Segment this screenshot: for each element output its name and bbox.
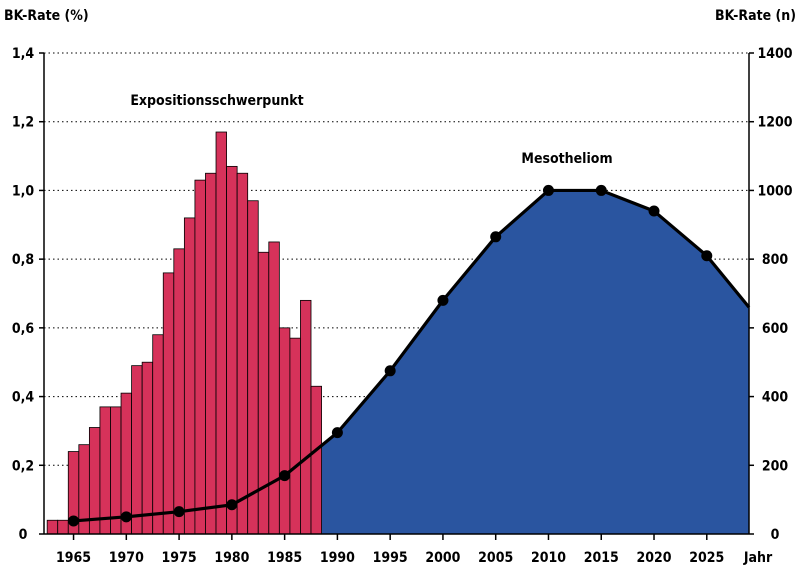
y-right-tick-label: 1400 bbox=[757, 46, 792, 62]
exposure-bar bbox=[215, 131, 227, 535]
y-right-tick-label: 200 bbox=[762, 458, 789, 474]
exposure-bar bbox=[226, 165, 238, 535]
y-right-tick-label: 400 bbox=[762, 390, 789, 406]
labels-group: BK-Rate (%) BK-Rate (n) Expositionsschwe… bbox=[4, 8, 796, 566]
x-tick-label: 1970 bbox=[109, 550, 144, 566]
y-left-tick-label: 1,4 bbox=[12, 46, 35, 62]
exposure-bar bbox=[173, 248, 185, 535]
mesotheliom-point bbox=[648, 205, 660, 217]
axes-group: 0 0,2 0,4 0,6 0,8 1,0 1,2 1,4 0 200 400 600 800 1000 1… bbox=[12, 46, 793, 566]
mesotheliom-line-group bbox=[68, 184, 751, 527]
mesotheliom-area bbox=[321, 190, 749, 534]
x-tick-label: 2000 bbox=[425, 550, 460, 566]
x-tick-label: 1990 bbox=[320, 550, 355, 566]
mesotheliom-point bbox=[701, 250, 713, 262]
mesotheliom-point bbox=[384, 365, 396, 377]
x-tick-label: 1995 bbox=[373, 550, 408, 566]
exposure-bar bbox=[152, 334, 164, 535]
y-left-tick-label: 0,6 bbox=[12, 321, 35, 337]
mesotheliom-point bbox=[490, 231, 502, 243]
exposure-bar bbox=[247, 200, 259, 535]
mesotheliom-line bbox=[73, 188, 751, 523]
mesotheliom-point bbox=[68, 515, 80, 527]
x-tick-label: 1965 bbox=[56, 550, 91, 566]
x-tick-label: 1985 bbox=[267, 550, 302, 566]
y-right-tick-label: 0 bbox=[771, 527, 780, 543]
exposure-bars-group bbox=[46, 131, 322, 535]
mesotheliom-point bbox=[331, 427, 343, 439]
exposure-bar bbox=[131, 365, 143, 535]
mesotheliom-point bbox=[173, 506, 185, 518]
y-left-tick-label: 1,2 bbox=[12, 115, 34, 131]
mesotheliom-point bbox=[120, 511, 132, 523]
y-left-tick-label: 0,2 bbox=[12, 458, 34, 474]
exposure-bar bbox=[236, 172, 249, 535]
y-right-tick-label: 800 bbox=[762, 252, 789, 268]
exposure-bar bbox=[289, 337, 301, 535]
x-tick-label: 2015 bbox=[584, 550, 619, 566]
exposure-bar bbox=[99, 406, 111, 535]
mesotheliom-point bbox=[595, 184, 607, 196]
x-tick-label: 2020 bbox=[636, 550, 671, 566]
bars-annotation: Expositionsschwerpunkt bbox=[130, 93, 303, 109]
exposure-bar bbox=[110, 406, 122, 535]
exposure-bar bbox=[205, 172, 217, 535]
y-left-tick-label: 0,4 bbox=[12, 390, 35, 406]
exposure-bar bbox=[194, 179, 206, 535]
x-tick-label: 2025 bbox=[689, 550, 724, 566]
exposure-bar bbox=[278, 327, 291, 535]
x-tick-label: 1980 bbox=[214, 550, 249, 566]
y-right-tick-label: 1200 bbox=[757, 115, 792, 131]
exposure-bar bbox=[310, 385, 322, 535]
x-tick-label: 1975 bbox=[162, 550, 197, 566]
exposure-bar bbox=[268, 241, 280, 535]
x-tick-label: 2010 bbox=[531, 550, 566, 566]
exposure-bar bbox=[162, 272, 175, 535]
mesotheliom-point bbox=[279, 470, 291, 482]
y-right-tick-label: 600 bbox=[762, 321, 789, 337]
y-left-tick-label: 1,0 bbox=[12, 183, 35, 199]
exposure-bar bbox=[141, 361, 154, 535]
y-right-tick-label: 1000 bbox=[757, 183, 792, 199]
y-left-axis-title: BK-Rate (%) bbox=[4, 8, 89, 24]
x-tick-label: 2005 bbox=[478, 550, 513, 566]
y-right-axis-title: BK-Rate (n) bbox=[715, 8, 796, 24]
area-annotation: Mesotheliom bbox=[521, 151, 612, 167]
exposure-bar bbox=[300, 299, 312, 535]
y-left-tick-label: 0,8 bbox=[12, 252, 34, 268]
exposure-bar bbox=[257, 251, 270, 535]
y-left-tick-label: 0 bbox=[19, 527, 28, 543]
mesotheliom-point bbox=[542, 184, 554, 196]
exposure-bar bbox=[57, 519, 69, 535]
mesotheliom-point bbox=[437, 294, 449, 306]
mesotheliom-point bbox=[226, 499, 238, 511]
exposure-bar bbox=[46, 519, 59, 535]
mesotheliom-area-group bbox=[321, 190, 749, 534]
x-unit-label: Jahr bbox=[743, 550, 773, 566]
exposure-bar bbox=[183, 217, 196, 535]
